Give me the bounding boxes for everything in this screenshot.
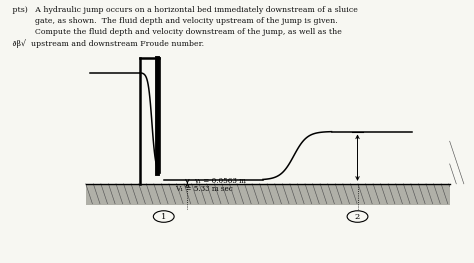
- Text: 2: 2: [355, 213, 360, 220]
- Text: V₁ = 5.33 m sec: V₁ = 5.33 m sec: [175, 185, 233, 193]
- Circle shape: [154, 211, 174, 222]
- Text: y₁ = 0.0563 m: y₁ = 0.0563 m: [194, 176, 246, 185]
- Text: 1: 1: [161, 213, 166, 220]
- Bar: [86, 184, 450, 205]
- Circle shape: [347, 211, 368, 222]
- Text: pts)   A hydraulic jump occurs on a horizontal bed immediately downstream of a s: pts) A hydraulic jump occurs on a horizo…: [10, 6, 358, 48]
